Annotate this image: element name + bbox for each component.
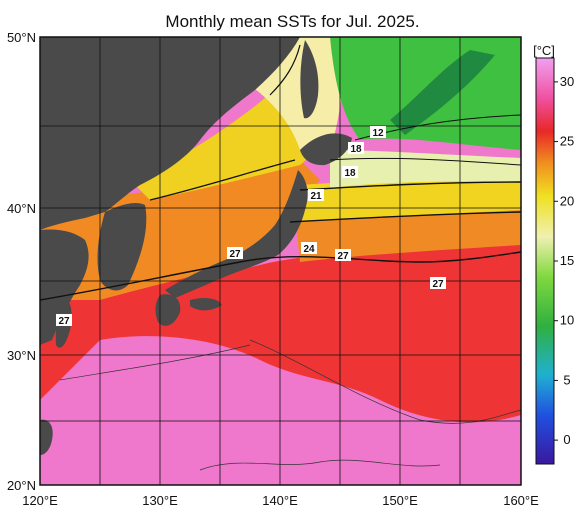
contour-labels: 12 18 18 21 24 27 27 27 27 (56, 126, 446, 327)
colorbar-tick-label: 5 (563, 372, 570, 387)
map-title: Monthly mean SSTs for Jul. 2025. (165, 12, 420, 31)
svg-text:27: 27 (432, 279, 444, 290)
colorbar-tick-label: 0 (563, 432, 570, 447)
svg-text:12: 12 (372, 128, 384, 139)
contour-label-27a: 27 (227, 247, 243, 260)
colorbar: [°C] 30 25 20 15 10 5 0 (533, 43, 574, 465)
lat-label-40n: 40°N (7, 201, 36, 216)
map-frame (39, 36, 522, 486)
contour-label-21: 21 (308, 189, 324, 202)
colorbar-gradient (535, 57, 555, 465)
contour-label-12: 12 (370, 126, 386, 139)
svg-text:18: 18 (344, 168, 356, 179)
lon-label-130e: 130°E (142, 493, 178, 508)
svg-text:27: 27 (229, 249, 241, 260)
lon-label-150e: 150°E (382, 493, 418, 508)
sst-field (40, 37, 521, 485)
colorbar-tick-label: 20 (560, 193, 574, 208)
lat-label-30n: 30°N (7, 348, 36, 363)
graticule (40, 37, 521, 485)
svg-text:27: 27 (337, 251, 349, 262)
lon-label-140e: 140°E (262, 493, 298, 508)
contour-label-18b: 18 (342, 166, 358, 179)
lat-label-20n: 20°N (7, 478, 36, 493)
lon-label-160e: 160°E (503, 493, 539, 508)
contour-label-18a: 18 (348, 142, 364, 155)
colorbar-unit: [°C] (533, 43, 555, 58)
colorbar-tick-label: 15 (560, 253, 574, 268)
svg-text:18: 18 (350, 144, 362, 155)
svg-text:27: 27 (58, 316, 70, 327)
lon-label-120e: 120°E (22, 493, 58, 508)
contour-label-27b: 27 (335, 249, 351, 262)
svg-text:21: 21 (310, 191, 322, 202)
colorbar-tick-label: 25 (560, 134, 574, 149)
contour-label-27d: 27 (56, 314, 72, 327)
lat-label-50n: 50°N (7, 30, 36, 45)
colorbar-tick-label: 10 (560, 313, 574, 328)
colorbar-tick-label: 30 (560, 74, 574, 89)
svg-text:24: 24 (303, 244, 315, 255)
contour-label-27c: 27 (430, 277, 446, 290)
longitude-labels: 120°E 130°E 140°E 150°E 160°E (22, 493, 539, 508)
contour-label-24: 24 (301, 242, 317, 255)
colorbar-ticks: 30 25 20 15 10 5 0 (554, 74, 574, 447)
latitude-labels: 50°N 40°N 30°N 20°N (7, 30, 36, 493)
